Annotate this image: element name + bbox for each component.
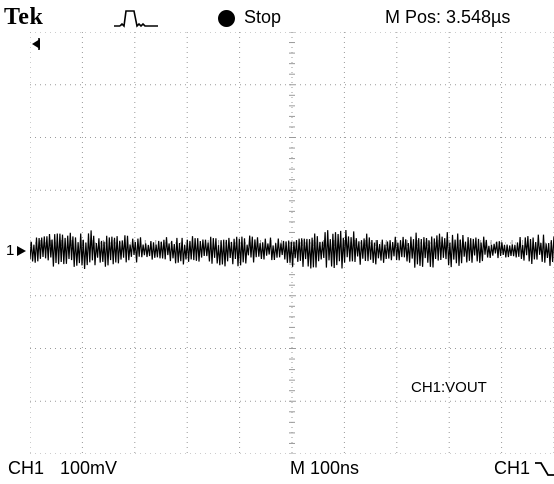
waveform-display — [30, 32, 554, 454]
channel-marker-label: 1 — [6, 242, 15, 259]
trigger-pulse-icon — [114, 10, 158, 28]
channel-label: CH1 — [8, 458, 45, 478]
trigger-arrow-icon — [32, 38, 40, 50]
time-per-div: M 100ns — [290, 458, 360, 478]
waveform-trace — [30, 229, 554, 270]
channel-arrow-icon — [17, 246, 26, 256]
stop-dot-icon — [218, 10, 235, 27]
trigger-source: CH1 — [494, 458, 531, 478]
status-bar: Tek Stop M Pos: 3.548µs — [0, 0, 554, 32]
horizontal-position-readout: M Pos: 3.548µs — [385, 7, 511, 27]
channel-ground-marker[interactable]: 1 — [6, 242, 32, 260]
graticule — [30, 32, 554, 454]
settings-bar: CH1 100mV M 100ns CH1 — [0, 456, 554, 484]
falling-edge-icon — [535, 462, 554, 476]
brand-logo: Tek — [4, 4, 44, 30]
acquisition-status: Stop — [244, 7, 282, 27]
volts-per-div: 100mV — [60, 458, 118, 478]
trace-label: CH1:VOUT — [411, 379, 487, 396]
